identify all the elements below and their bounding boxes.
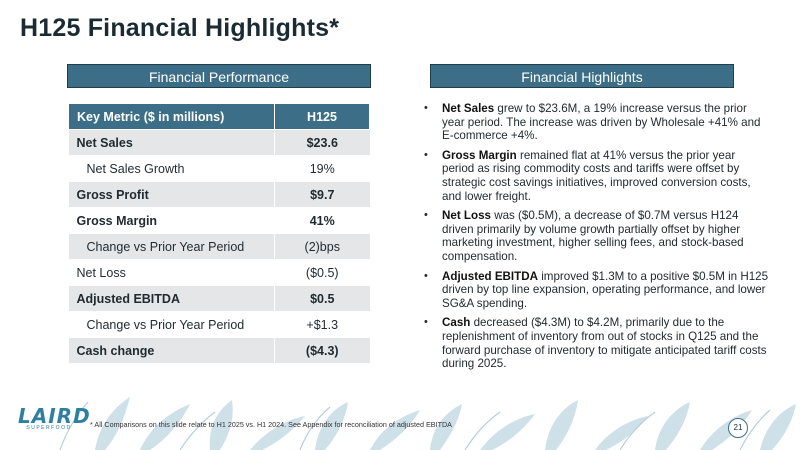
row-label: Net Loss — [68, 259, 275, 286]
row-label: Gross Margin — [68, 207, 275, 234]
table-row: Change vs Prior Year Period (2)bps — [68, 233, 370, 260]
row-value: +$1.3 — [274, 311, 370, 338]
row-value: ($4.3) — [274, 337, 370, 364]
financial-highlights-header: Financial Highlights — [430, 64, 734, 88]
laird-logo: LAIRD SUPERFOOD — [18, 404, 91, 431]
table-row: Change vs Prior Year Period +$1.3 — [68, 311, 370, 338]
bullet-lead: Net Sales — [442, 102, 495, 115]
footer-band: LAIRD SUPERFOOD * All Comparisons on thi… — [0, 382, 800, 450]
row-label: Cash change — [68, 337, 275, 364]
row-label: Net Sales — [68, 129, 275, 156]
financial-performance-header: Financial Performance — [67, 64, 371, 88]
table-row: Net Sales Growth 19% — [68, 155, 370, 182]
bullet-icon: • — [424, 209, 428, 222]
table-row: Gross Profit $9.7 — [68, 181, 370, 208]
table-header-row: Key Metric ($ in millions) H125 — [68, 103, 370, 130]
bullet-lead: Adjusted EBITDA — [442, 269, 538, 283]
row-label: Adjusted EBITDA — [68, 285, 275, 312]
logo-word: LAIRD — [18, 404, 91, 428]
bullet-icon: • — [424, 148, 428, 161]
highlights-list: • Net Sales grew to $23.6M, a 19% increa… — [420, 102, 770, 377]
row-label: Change vs Prior Year Period — [68, 311, 275, 338]
bullet-lead: Cash — [442, 316, 471, 330]
table-row: Gross Margin 41% — [68, 207, 370, 234]
bullet-text: decreased ($4.3M) to $4.2M, primarily du… — [442, 316, 767, 371]
row-label: Gross Profit — [68, 181, 275, 208]
row-value: $0.5 — [274, 285, 370, 312]
row-value: (2)bps — [274, 233, 370, 260]
table-row: Net Sales $23.6 — [68, 129, 370, 156]
footnote: * All Comparisons on this slide relate t… — [90, 420, 452, 429]
row-value: $23.6 — [274, 129, 370, 156]
row-value: $9.7 — [274, 181, 370, 208]
list-item: • Gross Margin remained flat at 41% vers… — [420, 149, 770, 203]
key-metrics-table: Key Metric ($ in millions) H125 Net Sale… — [68, 103, 370, 364]
row-value: 41% — [274, 207, 370, 234]
table-row: Net Loss ($0.5) — [68, 259, 370, 286]
row-label: Change vs Prior Year Period — [68, 233, 275, 260]
list-item: • Net Loss was ($0.5M), a decrease of $0… — [420, 209, 770, 263]
row-value: 19% — [274, 155, 370, 182]
table-row: Adjusted EBITDA $0.5 — [68, 285, 370, 312]
metric-column-header: Key Metric ($ in millions) — [68, 103, 275, 130]
bullet-text: improved $1.3M to a positive $0.5M in H1… — [442, 269, 769, 310]
list-item: • Cash decreased ($4.3M) to $4.2M, prima… — [420, 316, 770, 370]
bullet-lead: Gross Margin — [442, 148, 517, 162]
row-value: ($0.5) — [274, 259, 370, 286]
bullet-text: remained flat at 41% versus the prior ye… — [442, 148, 751, 203]
bullet-lead: Net Loss — [442, 209, 491, 223]
table-row: Cash change ($4.3) — [68, 337, 370, 364]
bullet-text: was ($0.5M), a decrease of $0.7M versus … — [442, 209, 744, 263]
bullet-icon: • — [424, 102, 428, 114]
tropical-leaf-pattern-icon — [59, 397, 796, 450]
list-item: • Adjusted EBITDA improved $1.3M to a po… — [420, 270, 770, 311]
bullet-text: grew to $23.6M, a 19% increase versus th… — [442, 102, 761, 143]
page-number: 21 — [728, 418, 748, 438]
logo-subtext: SUPERFOOD — [26, 425, 72, 431]
list-item: • Net Sales grew to $23.6M, a 19% increa… — [420, 102, 770, 143]
bullet-icon: • — [424, 269, 428, 282]
value-column-header: H125 — [274, 103, 370, 130]
slide-title: H125 Financial Highlights* — [20, 14, 340, 42]
bullet-icon: • — [424, 316, 428, 329]
row-label: Net Sales Growth — [68, 155, 275, 182]
